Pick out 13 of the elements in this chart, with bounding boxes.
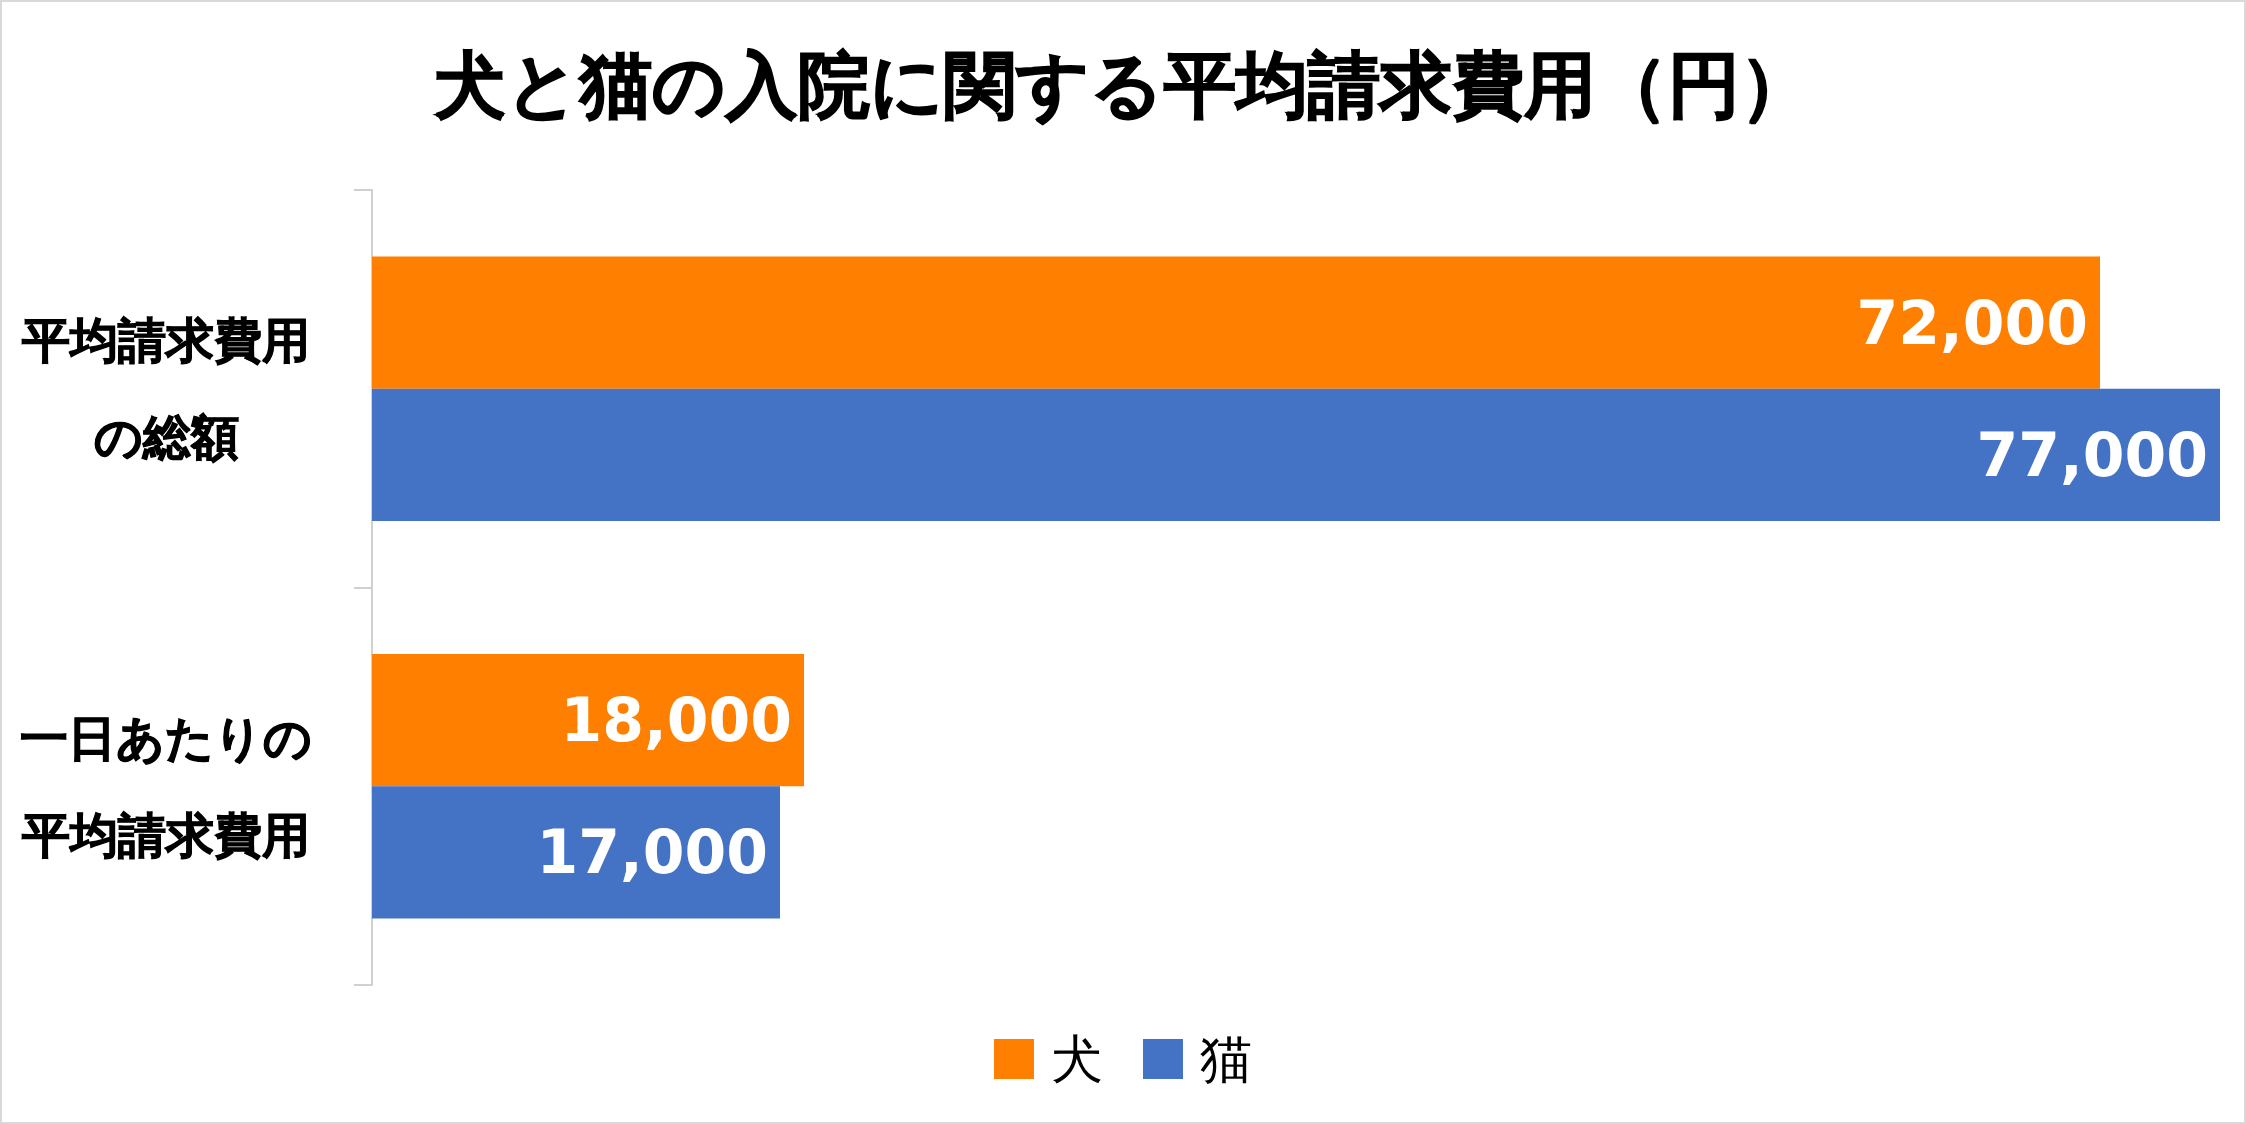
- y-tick-label: 一日あたりの平均請求費用: [20, 709, 312, 863]
- data-label: 72,000: [1856, 287, 2088, 358]
- legend-label: 猫: [1200, 1029, 1252, 1089]
- legend-label: 犬: [1051, 1029, 1103, 1089]
- data-label: 77,000: [1976, 419, 2208, 490]
- chart-title: 犬と猫の入院に関する平均請求費用（円）: [432, 43, 1812, 127]
- bar: [372, 786, 780, 919]
- y-tick-label: 平均請求費用の総額: [21, 312, 310, 466]
- bar: [372, 388, 2220, 521]
- bar: [372, 256, 2100, 389]
- data-label: 17,000: [536, 817, 768, 888]
- data-label: 18,000: [560, 685, 792, 756]
- bar: [372, 654, 804, 787]
